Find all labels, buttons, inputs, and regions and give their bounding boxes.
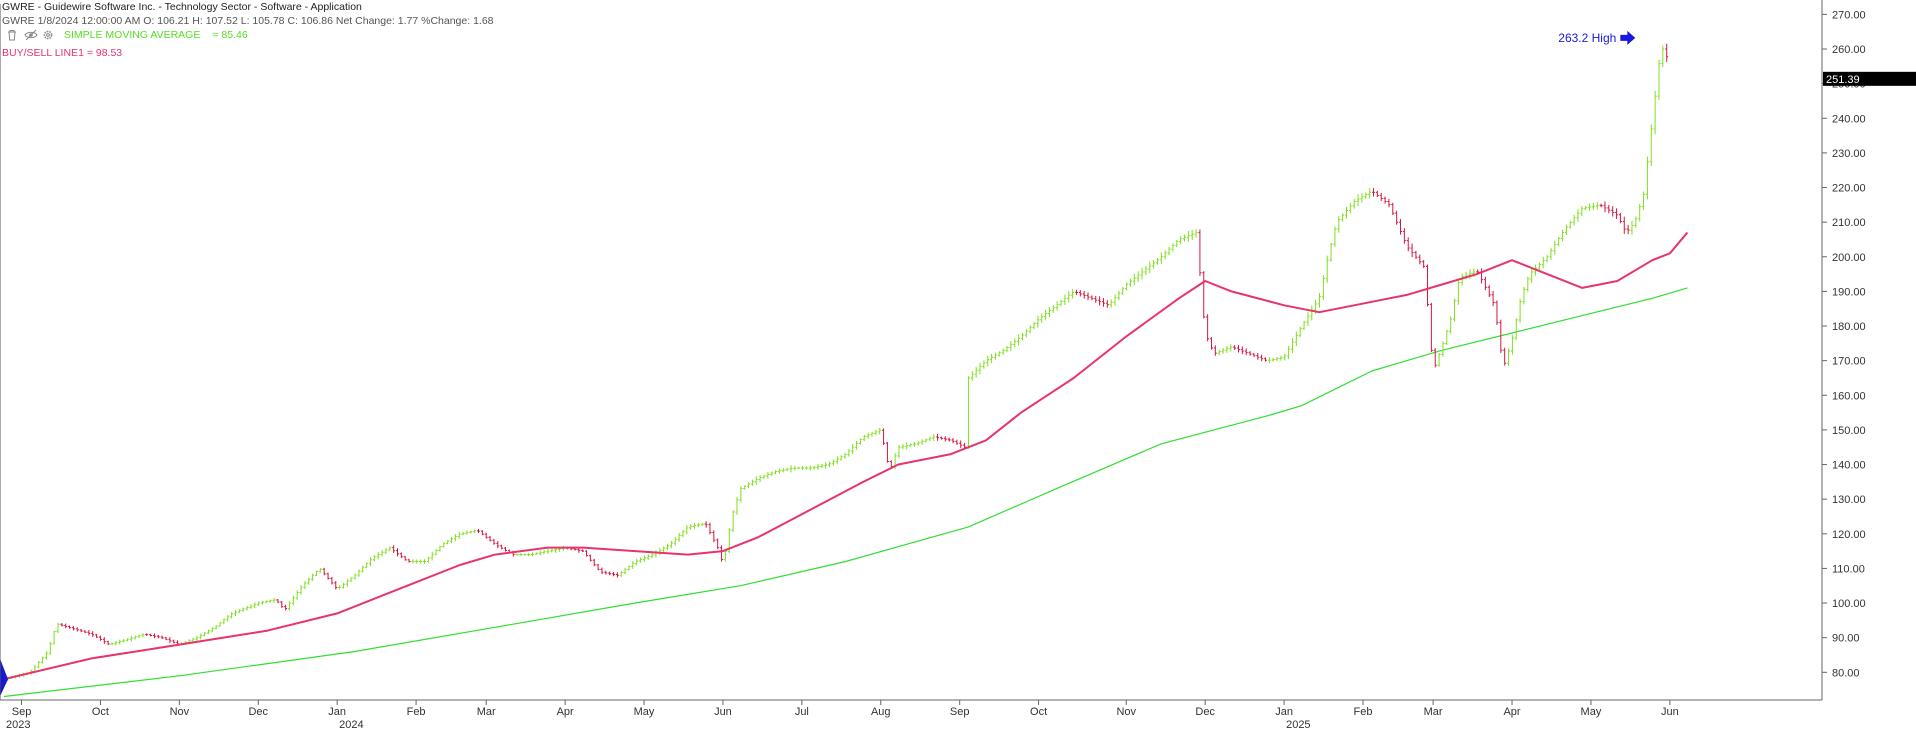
buy-signal-marker (0, 658, 8, 697)
high-annotation-label: 263.2 High (1558, 31, 1616, 45)
sma-legend-value: = 85.46 (212, 29, 248, 41)
x-tick-label: Oct (92, 706, 109, 718)
x-tick-label: Feb (1354, 706, 1373, 718)
y-tick-label: 180.00 (1832, 321, 1866, 333)
sma-line-group (3, 287, 1688, 698)
buy-sell-legend[interactable]: BUY/SELL LINE1 = 98.53 (2, 47, 123, 59)
y-tick-label: 110.00 (1832, 563, 1865, 575)
y-tick-label: 150.00 (1832, 425, 1866, 437)
y-tick-label: 80.00 (1832, 667, 1860, 679)
x-tick-label: May (634, 706, 655, 718)
arrow-right-icon (1620, 30, 1636, 45)
x-tick-label: Apr (557, 706, 574, 718)
y-tick-label: 200.00 (1832, 252, 1866, 264)
chart-title: GWRE - Guidewire Software Inc. - Technol… (2, 1, 362, 13)
x-tick-label: Mar (1424, 706, 1443, 718)
x-tick-label: Sep (12, 706, 32, 718)
year-label: 2025 (1286, 719, 1310, 729)
x-tick-label: Jan (1275, 706, 1293, 718)
x-tick-label: Jul (795, 706, 809, 718)
sma-legend[interactable]: SIMPLE MOVING AVERAGE = 85.46 (64, 29, 248, 41)
y-tick-label: 170.00 (1832, 356, 1866, 368)
gear-icon[interactable] (42, 29, 54, 41)
x-tick-label: Jan (328, 706, 346, 718)
x-tick-label: Apr (1503, 706, 1520, 718)
eye-icon[interactable] (24, 29, 38, 41)
quote-readout: GWRE 1/8/2024 12:00:00 AM O: 106.21 H: 1… (2, 15, 494, 27)
sma-line (3, 287, 1688, 698)
last-price-label: 251.39 (1826, 74, 1860, 86)
year-label: 2023 (6, 719, 30, 729)
y-tick-label: 270.00 (1832, 9, 1866, 21)
sma-legend-label: SIMPLE MOVING AVERAGE (64, 29, 201, 41)
indicator-toolbar (6, 29, 54, 41)
buy-sell-line (3, 231, 1689, 681)
y-tick-label: 190.00 (1832, 286, 1866, 298)
y-tick-label: 100.00 (1832, 598, 1866, 610)
x-tick-label: Sep (950, 706, 970, 718)
y-tick-label: 130.00 (1832, 494, 1866, 506)
y-tick-label: 120.00 (1832, 529, 1866, 541)
x-tick-label: Mar (477, 706, 496, 718)
buy-sell-line-group (0, 231, 1689, 697)
x-tick-label: Dec (248, 706, 268, 718)
x-tick-label: Nov (170, 706, 190, 718)
x-tick-label: Feb (407, 706, 426, 718)
price-bars-group (2, 43, 1669, 681)
y-tick-label: 220.00 (1832, 183, 1866, 195)
y-tick-label: 90.00 (1832, 633, 1860, 645)
y-tick-label: 160.00 (1832, 390, 1866, 402)
y-tick-label: 240.00 (1832, 113, 1866, 125)
x-tick-label: May (1581, 706, 1602, 718)
x-tick-label: Dec (1195, 706, 1215, 718)
y-tick-label: 260.00 (1832, 44, 1866, 56)
year-label: 2024 (339, 719, 363, 729)
y-tick-label: 210.00 (1832, 217, 1866, 229)
trash-icon[interactable] (6, 29, 18, 41)
x-tick-label: Nov (1116, 706, 1136, 718)
x-tick-label: Oct (1030, 706, 1047, 718)
y-tick-label: 230.00 (1832, 148, 1866, 160)
annotation-group: 263.2 High (1558, 30, 1636, 45)
x-tick-label: Jun (714, 706, 732, 718)
x-tick-label: Aug (871, 706, 891, 718)
x-tick-label: Jun (1661, 706, 1679, 718)
last-price-box (1823, 71, 1916, 86)
y-tick-label: 140.00 (1832, 460, 1866, 472)
